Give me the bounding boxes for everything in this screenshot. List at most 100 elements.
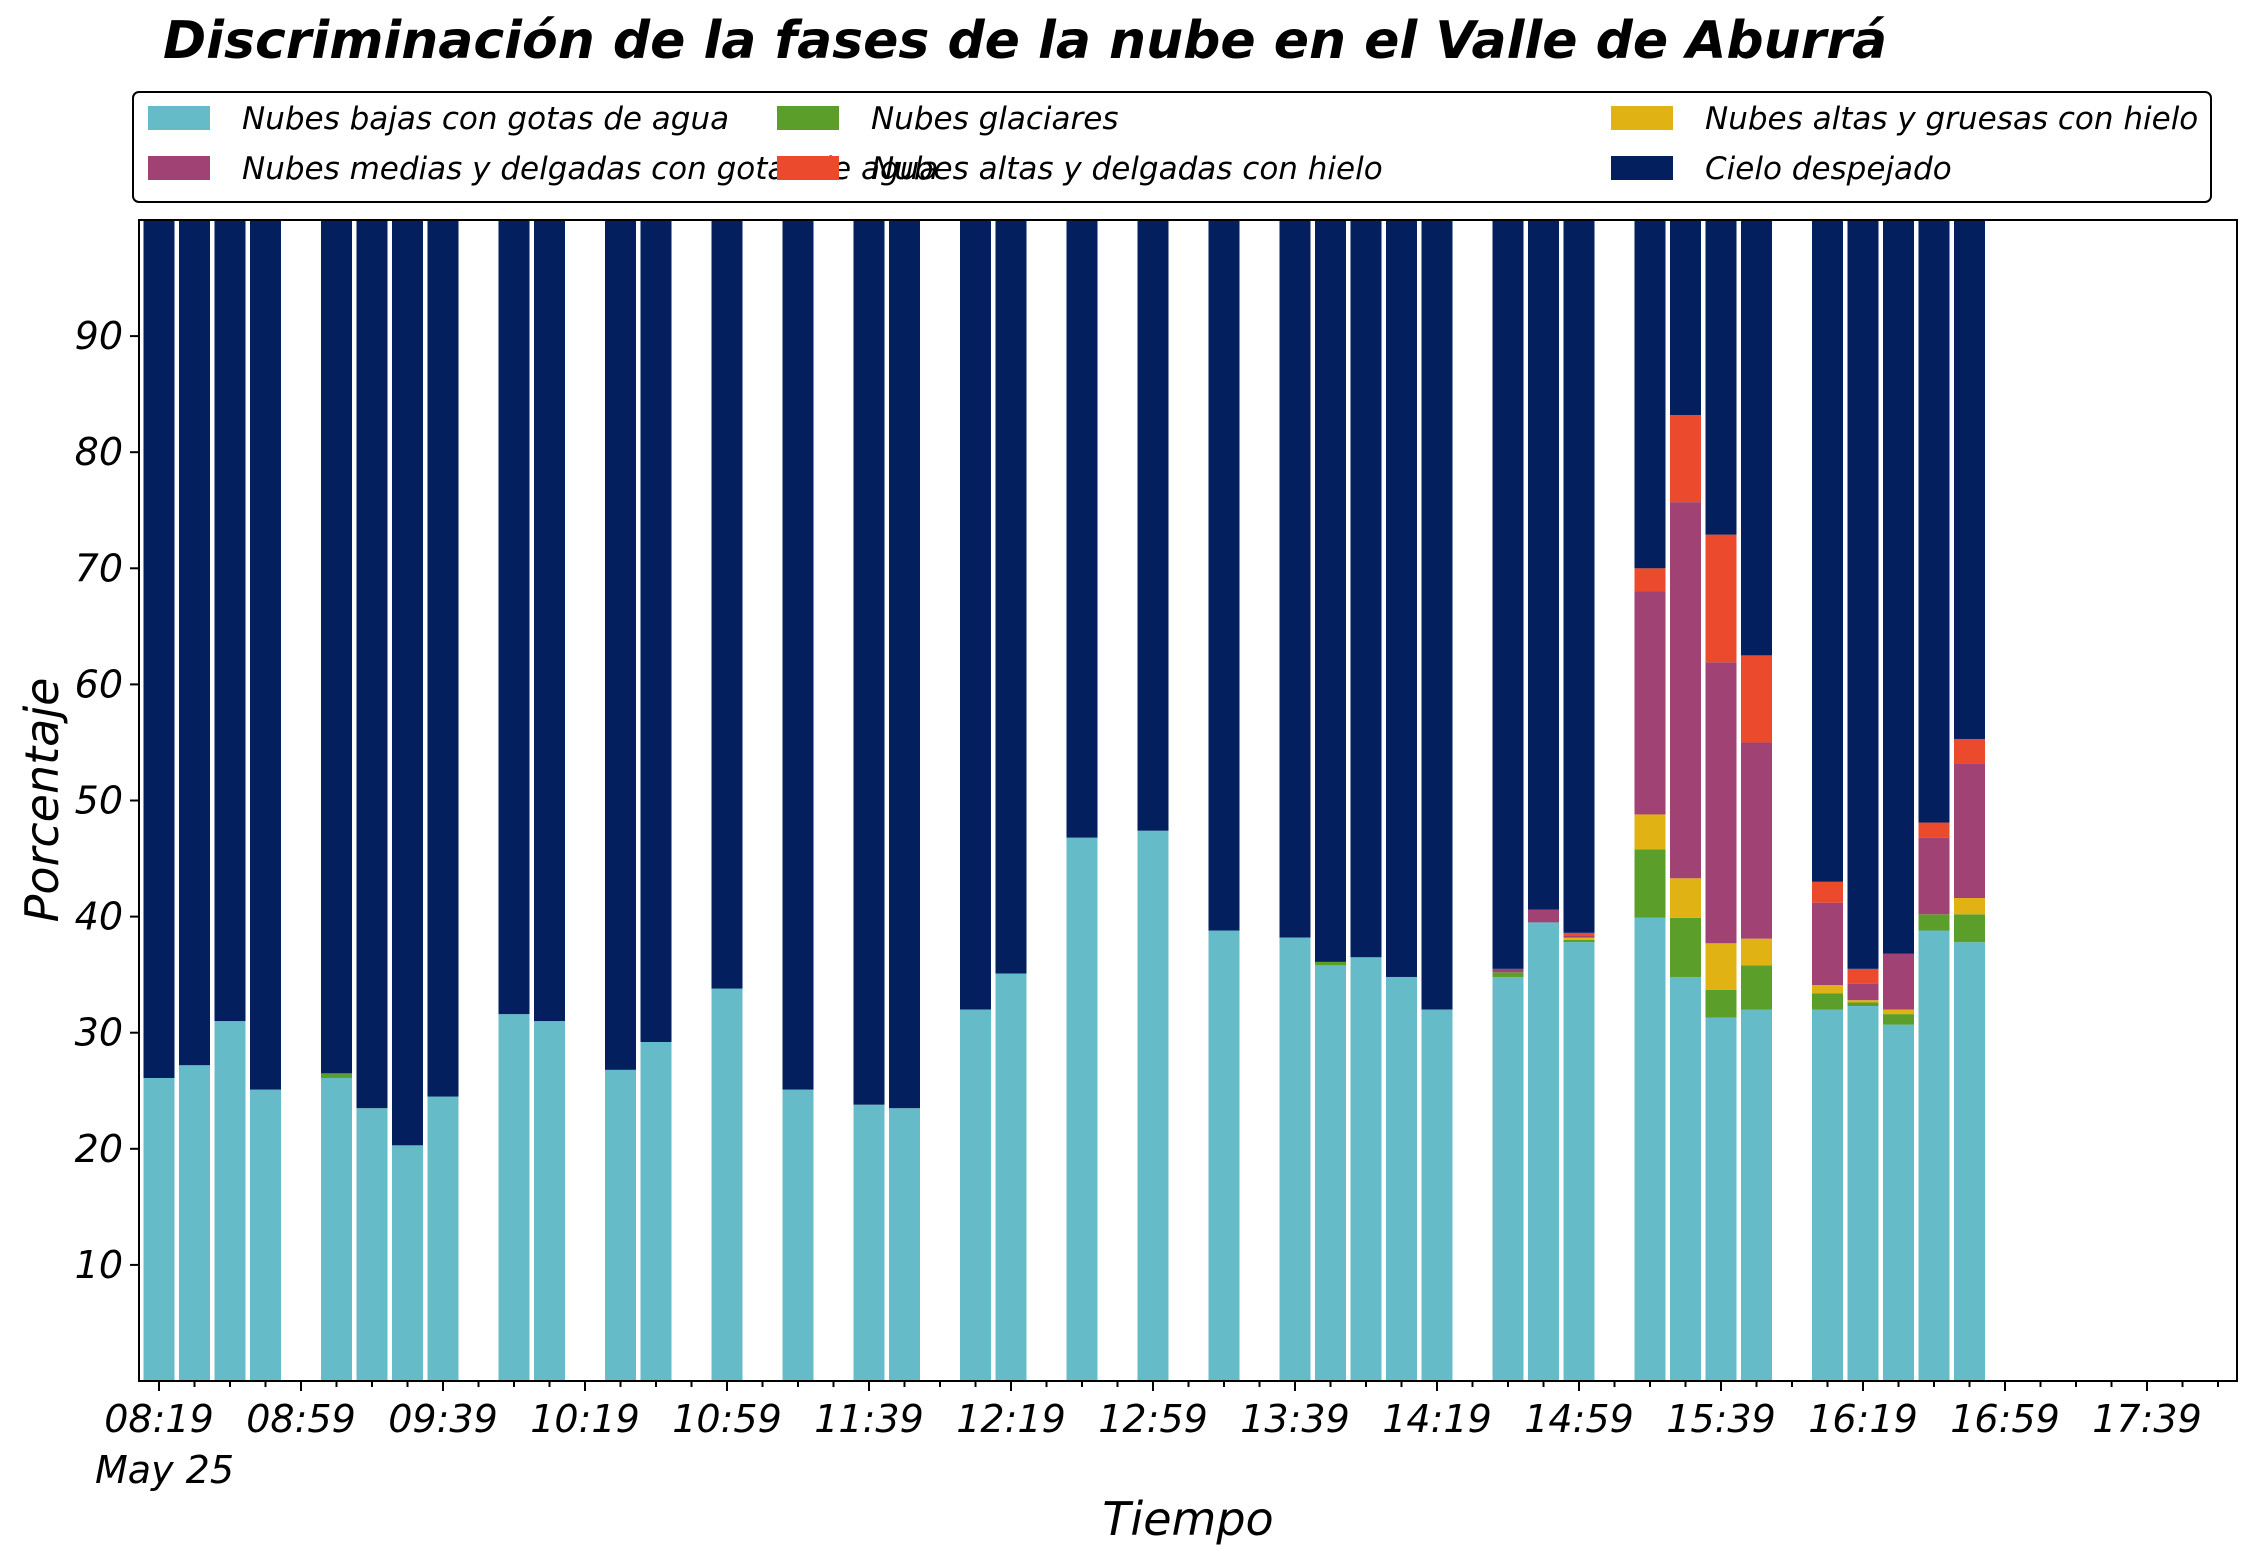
stacked-bar: [214, 220, 246, 1381]
bar-segment: [1528, 922, 1559, 1381]
bar-segment: [1954, 942, 1985, 1381]
bar-segment: [1812, 993, 1843, 1010]
bar-segment: [782, 220, 814, 1090]
bar-segment: [214, 1021, 246, 1381]
bar-segment: [1634, 849, 1666, 918]
bar-segment: [1563, 220, 1595, 933]
bar-segment: [1350, 957, 1382, 1381]
bar-segment: [995, 220, 1027, 974]
x-tick-label: 08:19: [104, 1397, 214, 1441]
bar-segment: [1492, 972, 1524, 977]
bar-segment: [1563, 937, 1595, 940]
bar-segment: [1421, 220, 1453, 1010]
bar-segment: [1883, 220, 1914, 954]
bar-segment: [889, 1108, 920, 1381]
legend-label: Nubes glaciares: [871, 101, 1119, 137]
bar-segment: [853, 1104, 885, 1381]
bar-segment: [1386, 220, 1417, 977]
bar-segment: [1705, 534, 1737, 663]
bar-segment: [392, 1145, 423, 1381]
legend-label: Nubes bajas con gotas de agua: [242, 101, 729, 137]
y-tick-label: 10: [75, 1243, 123, 1287]
bar-segment: [1918, 837, 1950, 915]
x-tick-label: 10:19: [530, 1397, 640, 1441]
x-tick-label: 14:59: [1524, 1397, 1634, 1441]
bar-segment: [711, 988, 743, 1381]
bar-segment: [1847, 1002, 1879, 1006]
bar-segment: [995, 973, 1027, 1381]
y-tick-label: 50: [75, 779, 123, 823]
legend-swatch: [777, 106, 839, 130]
bar-segment: [1634, 814, 1666, 850]
bar-segment: [1812, 220, 1843, 882]
legend-item: Nubes bajas con gotas de agua: [148, 101, 729, 137]
bar-segment: [1883, 953, 1914, 1010]
bar-segment: [179, 220, 210, 1066]
y-tick-label: 20: [75, 1127, 123, 1171]
x-tick-label: 12:19: [956, 1397, 1066, 1441]
x-tick-label: 10:59: [672, 1397, 782, 1441]
x-tick-label: 14:19: [1382, 1397, 1492, 1441]
stacked-bar: [1492, 220, 1524, 1381]
bar-segment: [1670, 976, 1701, 1381]
stacked-bar: [711, 220, 743, 1381]
stacked-bar: [1279, 220, 1311, 1381]
bar-segment: [534, 1021, 565, 1381]
bar-segment: [1421, 1009, 1453, 1381]
legend-frame: [132, 91, 2212, 203]
bar-segment: [711, 220, 743, 989]
bar-segment: [1670, 878, 1701, 918]
stacked-bar: [1421, 220, 1453, 1381]
bar-segment: [1741, 220, 1772, 656]
legend-item: Nubes altas y gruesas con hielo: [1611, 101, 2198, 137]
bar-segment: [1705, 220, 1737, 535]
bar-segment: [1563, 932, 1595, 936]
stacked-bar: [995, 220, 1027, 1381]
stacked-bar: [853, 220, 885, 1381]
bar-segment: [1137, 220, 1169, 831]
x-tick-date: May 25: [95, 1448, 234, 1492]
bar-segment: [1492, 220, 1524, 969]
bar-segment: [782, 1089, 814, 1381]
stacked-bar: [889, 220, 920, 1381]
bar-segment: [356, 1108, 388, 1381]
bar-segment: [1883, 1024, 1914, 1381]
bar-segment: [1386, 976, 1417, 1381]
bar-segment: [1918, 220, 1950, 823]
bar-segment: [1812, 985, 1843, 994]
legend-swatch: [1611, 106, 1673, 130]
bar-segment: [960, 220, 991, 1010]
bar-segment: [1315, 220, 1346, 962]
stacked-bar: [1847, 220, 1879, 1381]
chart-title: Discriminación de la fases de la nube en…: [163, 11, 1887, 71]
y-tick-label: 80: [75, 430, 123, 474]
stacked-bar: [1918, 220, 1950, 1381]
legend-item: Cielo despejado: [1611, 151, 1952, 187]
bar-segment: [1918, 930, 1950, 1381]
bar-segment: [427, 1096, 459, 1381]
bar-segment: [1634, 568, 1666, 592]
bar-segment: [1705, 989, 1737, 1018]
bar-segment: [1315, 961, 1346, 966]
stacked-bar: [1634, 220, 1666, 1381]
legend-label: Nubes altas y gruesas con hielo: [1705, 101, 2198, 137]
bar-segment: [1883, 1009, 1914, 1015]
x-tick-label: 13:39: [1240, 1397, 1350, 1441]
bar-segment: [1634, 591, 1666, 815]
bar-segment: [1279, 220, 1311, 938]
bar-segment: [1847, 220, 1879, 969]
bar-segment: [1741, 965, 1772, 1010]
y-tick-label: 30: [75, 1011, 123, 1055]
stacked-bar: [179, 220, 210, 1381]
stacked-bar: [1350, 220, 1382, 1381]
bar-segment: [1492, 968, 1524, 973]
bar-segment: [1812, 902, 1843, 986]
bar-segment: [1847, 968, 1879, 984]
bar-segment: [1741, 742, 1772, 939]
stacked-bar: [1563, 220, 1595, 1381]
legend-swatch: [777, 156, 839, 180]
bar-segment: [889, 220, 920, 1109]
x-tick-label: 09:39: [388, 1397, 498, 1441]
stacked-bar: [1315, 220, 1346, 1381]
